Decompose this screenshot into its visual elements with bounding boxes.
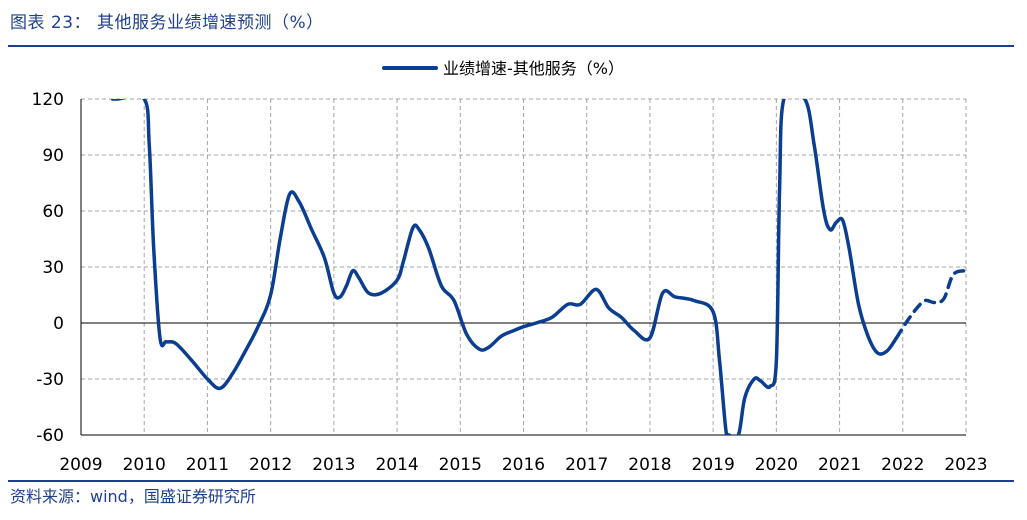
x-tick-label: 2014: [375, 455, 418, 475]
series-layer: [110, 99, 966, 435]
x-tick-label: 2013: [312, 455, 355, 475]
y-tick-label: 0: [53, 314, 64, 334]
figure-title: 图表 23： 其他服务业绩增速预测（%）: [10, 13, 324, 33]
source-note: 资料来源：wind，国盛证券研究所: [10, 487, 256, 506]
y-tick-label: 60: [42, 202, 64, 222]
y-tick-label: 90: [42, 146, 64, 166]
legend-label: 业绩增速-其他服务（%）: [443, 59, 624, 78]
x-tick-label: 2021: [818, 455, 861, 475]
source-rule: [8, 480, 1014, 482]
x-tick-label: 2023: [944, 455, 987, 475]
grid-layer: [81, 98, 967, 436]
x-tick-label: 2020: [755, 455, 798, 475]
x-tick-label: 2011: [186, 455, 229, 475]
title-rule: [8, 45, 1014, 47]
x-tick-label: 2015: [439, 455, 482, 475]
x-tick-label: 2019: [692, 455, 735, 475]
legend: 业绩增速-其他服务（%）: [382, 59, 624, 78]
x-tick-label: 2018: [628, 455, 671, 475]
x-tick-label: 2010: [123, 455, 166, 475]
x-tick-label: 2016: [502, 455, 545, 475]
axis-layer: [80, 99, 966, 436]
y-tick-label: -30: [36, 370, 64, 390]
x-tick-label: 2022: [881, 455, 924, 475]
y-tick-label: 120: [32, 90, 64, 110]
series-line: [110, 99, 899, 435]
x-tick-label: 2009: [59, 455, 102, 475]
x-tick-label: 2017: [565, 455, 608, 475]
y-tick-label: -60: [36, 426, 64, 446]
series-line-forecast: [894, 268, 966, 340]
label-layer: 120 90 60 30 0 -30 -60 2009 2010 2011 2012 2013 2014…: [32, 90, 988, 475]
y-tick-label: 30: [42, 258, 64, 278]
x-tick-label: 2012: [249, 455, 292, 475]
